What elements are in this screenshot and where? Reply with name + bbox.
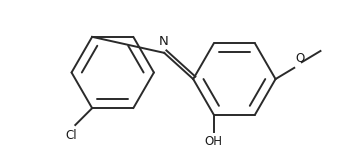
Text: O: O	[295, 52, 305, 65]
Text: N: N	[158, 35, 168, 48]
Text: Cl: Cl	[66, 129, 77, 142]
Text: OH: OH	[205, 135, 223, 148]
